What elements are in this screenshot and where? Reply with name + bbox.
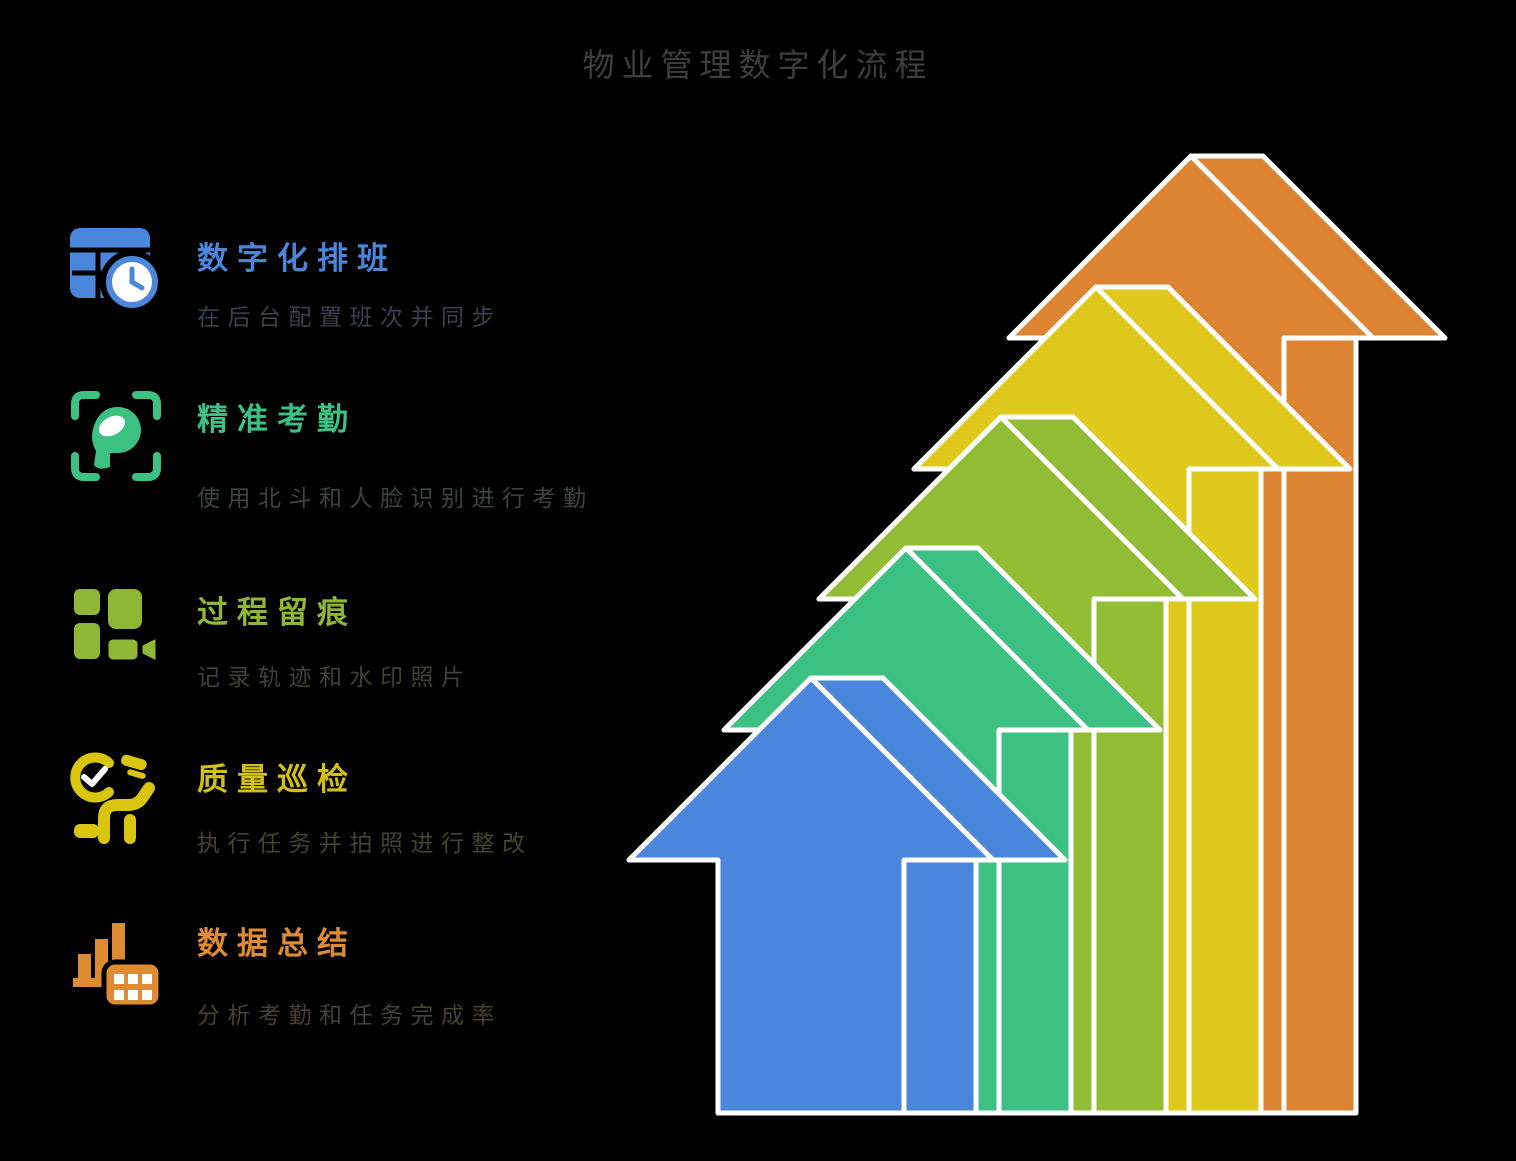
chart-calendar-icon xyxy=(68,912,164,1010)
step-description: 使用北斗和人脸识别进行考勤 xyxy=(197,485,594,511)
calendar-clock-icon xyxy=(68,220,164,316)
media-grid-camera-icon xyxy=(68,581,164,677)
step-accurate-attendance: 精准考勤 使用北斗和人脸识别进行考勤 xyxy=(68,388,628,511)
page-title: 物业管理数字化流程 xyxy=(582,47,934,83)
step-quality-inspection: 质量巡检 执行任务并拍照进行整改 xyxy=(68,750,628,860)
face-recognition-icon xyxy=(68,388,164,484)
step-data-summary: 数据总结 分析考勤和任务完成率 xyxy=(68,912,628,1028)
step-description: 分析考勤和任务完成率 xyxy=(197,1002,502,1028)
step-process-trace: 过程留痕 记录轨迹和水印照片 xyxy=(68,581,628,691)
step-title: 质量巡检 xyxy=(197,762,357,797)
step-title: 数据总结 xyxy=(197,926,357,961)
step-title: 过程留痕 xyxy=(197,595,357,630)
step-description: 在后台配置班次并同步 xyxy=(197,304,502,330)
step-description: 记录轨迹和水印照片 xyxy=(197,664,472,690)
step-title: 精准考勤 xyxy=(197,402,357,437)
step-digital-scheduling: 数字化排班 在后台配置班次并同步 xyxy=(68,220,628,330)
inspector-check-icon xyxy=(68,750,164,846)
step-description: 执行任务并拍照进行整改 xyxy=(197,830,533,856)
step-title: 数字化排班 xyxy=(197,241,397,276)
